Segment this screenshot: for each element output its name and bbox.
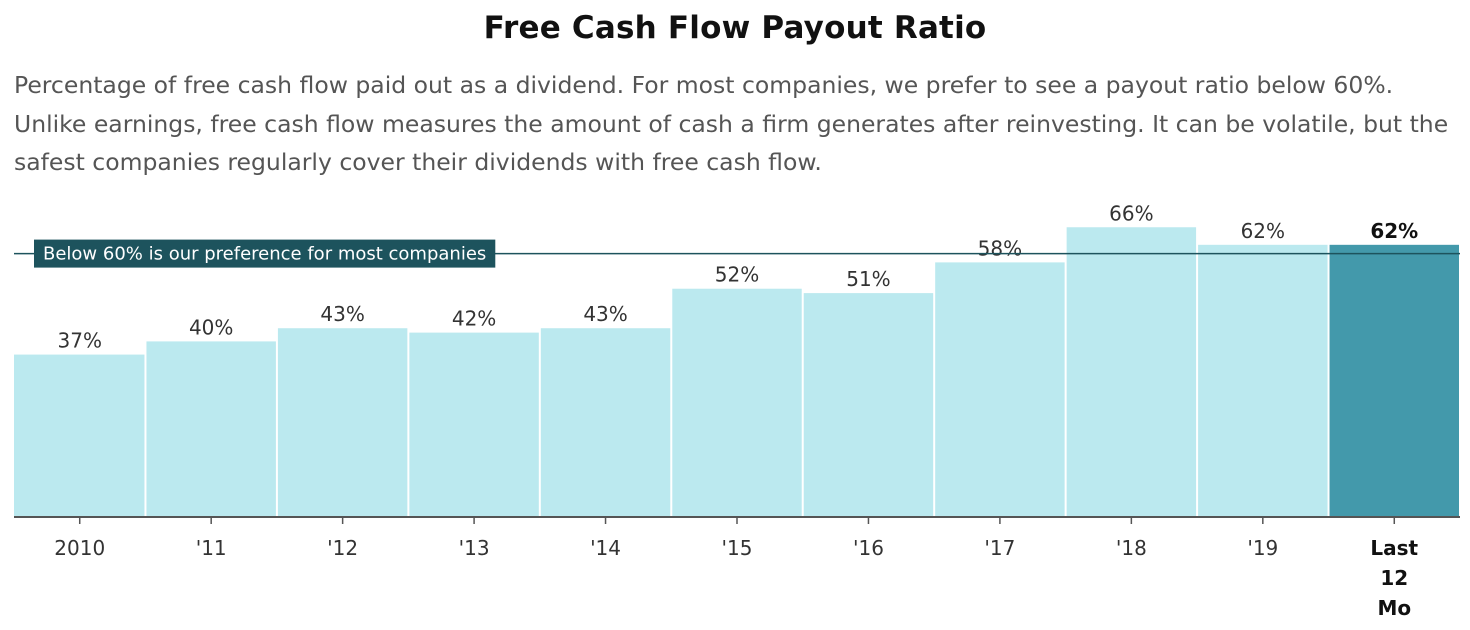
bar-1 [146, 341, 276, 517]
bar-7 [935, 262, 1065, 517]
value-label-5: 52% [715, 263, 759, 287]
value-label-1: 40% [189, 315, 233, 339]
x-label-4: '14 [590, 536, 621, 560]
bars-group [14, 227, 1459, 517]
value-label-4: 43% [583, 302, 627, 326]
x-label-1: '11 [196, 536, 227, 560]
reference-label: Below 60% is our preference for most com… [43, 244, 486, 265]
value-label-3: 42% [452, 307, 496, 331]
bar-8 [1066, 227, 1197, 517]
bar-6 [803, 293, 934, 517]
bar-10 [1329, 244, 1459, 517]
value-label-6: 51% [846, 267, 890, 291]
bar-2 [277, 328, 408, 517]
bar-3 [409, 332, 539, 517]
bar-0 [14, 354, 145, 517]
chart-subtitle: Percentage of free cash flow paid out as… [14, 71, 1449, 176]
x-label-0: 2010 [54, 536, 105, 560]
value-label-9: 62% [1241, 219, 1285, 243]
x-label-3: '13 [459, 536, 490, 560]
value-label-7: 58% [978, 236, 1022, 260]
value-label-0: 37% [58, 329, 102, 353]
bar-9 [1198, 244, 1328, 517]
x-axis-ticks [78, 517, 1396, 524]
x-label-8: '18 [1116, 536, 1147, 560]
reference-line-group: Below 60% is our preference for most com… [14, 239, 1460, 268]
x-label-10: Last 12 Mo [1370, 536, 1418, 620]
bar-4 [540, 328, 671, 517]
value-label-10: 62% [1370, 219, 1418, 243]
value-labels-group: 37% 40% 43% 42% 43% 52% 51% 58% 66% 62% 62% [58, 201, 1419, 352]
x-label-9: '19 [1247, 536, 1278, 560]
x-label-7: '17 [984, 536, 1015, 560]
chart-title: Free Cash Flow Payout Ratio [483, 10, 987, 46]
reference-label-box [34, 239, 496, 268]
x-label-6: '16 [853, 536, 884, 560]
x-axis-labels: 2010 '11 '12 '13 '14 '15 '16 '17 '18 '19 Last 12 Mo [54, 536, 1418, 620]
value-label-8: 66% [1109, 201, 1153, 225]
x-label-5: '15 [722, 536, 753, 560]
value-label-2: 43% [320, 302, 364, 326]
bar-5 [672, 288, 802, 517]
x-label-2: '12 [327, 536, 358, 560]
